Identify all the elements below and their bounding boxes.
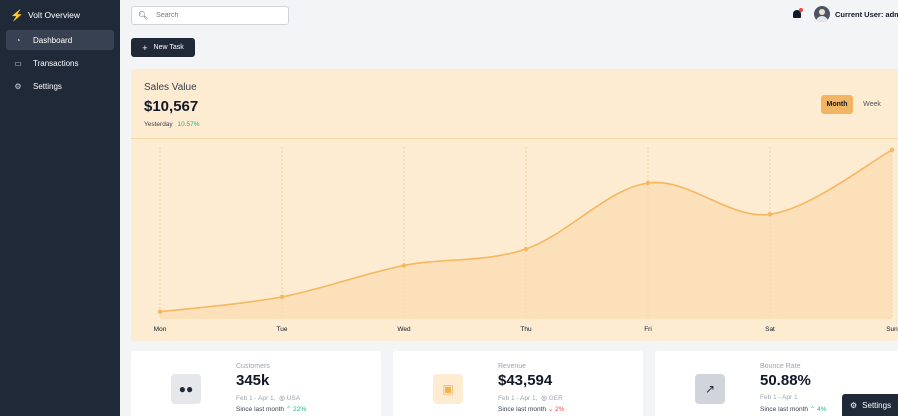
trend-down-icon: ⌄	[547, 406, 554, 413]
x-tick-label: Mon	[154, 326, 167, 333]
avatar-shoulders	[816, 16, 828, 22]
data-point[interactable]	[279, 294, 285, 300]
stat-change: 2%	[555, 406, 565, 413]
card-divider	[131, 138, 898, 139]
stat-meta: Feb 1 - Apr 1, ◎ GER	[498, 394, 563, 402]
series-area	[160, 150, 892, 319]
stat-label: Revenue	[498, 363, 527, 370]
avatar-head	[819, 9, 825, 15]
lightning-icon: ⚡	[10, 9, 24, 22]
stat-geo: USA	[286, 395, 301, 402]
sidebar-item-label: Settings	[33, 81, 62, 91]
credit-card-icon: ▭	[14, 58, 22, 68]
data-point[interactable]	[523, 246, 529, 252]
data-point[interactable]	[767, 212, 773, 217]
trend-up-icon: ⌃	[809, 406, 816, 413]
chart-pie-icon: ◔	[15, 35, 21, 45]
since-label: Since last month	[498, 406, 547, 413]
stat-change: 4%	[817, 406, 827, 413]
stat-since: Since last month ⌄ 2%	[498, 405, 565, 413]
month-toggle-button[interactable]: Month	[821, 95, 853, 114]
stat-value: 50.88%	[760, 372, 811, 389]
x-tick-label: Sun	[886, 326, 898, 333]
stat-period: Feb 1 - Apr 1,	[498, 395, 538, 402]
data-point[interactable]	[645, 180, 651, 186]
stat-value: $43,594	[498, 372, 553, 389]
sales-value: $10,567	[144, 98, 199, 115]
data-point[interactable]	[157, 309, 163, 314]
period-toggle: Month Week	[818, 95, 888, 114]
chart-icon: ↗	[695, 374, 725, 404]
sidebar-item-settings[interactable]: ⚙ Settings	[6, 76, 114, 96]
search-box[interactable]: 🔍︎	[131, 6, 289, 25]
brand[interactable]: ⚡ Volt Overview	[0, 0, 120, 30]
globe-icon: ◎	[279, 395, 285, 402]
data-point[interactable]	[401, 263, 407, 268]
stat-since: Since last month ⌃ 4%	[760, 405, 827, 413]
globe-icon: ◎	[541, 395, 547, 402]
search-icon: 🔍︎	[138, 11, 149, 20]
stat-label: Bounce Rate	[760, 363, 801, 370]
x-tick-label: Fri	[644, 326, 652, 333]
customers-card: ●● Customers 345k Feb 1 - Apr 1, ◎ USA S…	[131, 351, 381, 416]
sidebar-item-label: Transactions	[33, 58, 79, 68]
since-label: Since last month	[236, 406, 285, 413]
trend-up-icon: ⌃	[285, 406, 292, 413]
users-icon: ●●	[171, 374, 201, 404]
stat-meta: Feb 1 - Apr 1	[760, 394, 798, 401]
gear-icon: ⚙	[14, 81, 22, 91]
sales-value-card: Mon Tue Wed Thu Fri Sat Sun Sales Value $10,56…	[131, 69, 898, 341]
new-task-label: New Task	[153, 44, 184, 51]
notification-bell-icon[interactable]	[792, 8, 803, 20]
cash-icon: ▣	[433, 374, 463, 404]
since-label: Since last month	[760, 406, 809, 413]
avatar[interactable]	[814, 6, 830, 22]
new-task-button[interactable]: + New Task	[131, 38, 195, 57]
x-tick-label: Sat	[765, 326, 775, 333]
x-tick-label: Thu	[520, 326, 532, 333]
stat-meta: Feb 1 - Apr 1, ◎ USA	[236, 394, 300, 402]
x-tick-label: Tue	[277, 326, 288, 333]
x-tick-label: Wed	[397, 326, 411, 333]
sales-title: Sales Value	[144, 82, 197, 93]
sidebar-item-label: Dashboard	[33, 35, 73, 45]
sales-yesterday: Yesterday 10.57%	[144, 121, 200, 128]
stat-geo: GER	[548, 395, 563, 402]
stat-change: 22%	[293, 406, 307, 413]
sales-chart: Mon Tue Wed Thu Fri Sat Sun	[154, 147, 898, 333]
settings-floating-button[interactable]: ⚙ Settings	[842, 394, 898, 416]
stat-since: Since last month ⌃ 22%	[236, 405, 306, 413]
main-content: 🔍︎ Current User: admin + New Task Mon Tue…	[120, 0, 898, 416]
current-user-label[interactable]: Current User: admin	[835, 10, 898, 19]
stat-value: 345k	[236, 372, 270, 389]
sidebar-item-dashboard[interactable]: ◔ Dashboard	[6, 30, 114, 50]
sidebar-item-transactions[interactable]: ▭ Transactions	[6, 53, 114, 73]
plus-icon: +	[142, 42, 148, 53]
stat-period: Feb 1 - Apr 1	[760, 394, 798, 401]
yesterday-change: 10.57%	[177, 121, 200, 128]
week-toggle-button[interactable]: Week	[863, 101, 881, 108]
stat-period: Feb 1 - Apr 1,	[236, 395, 276, 402]
yesterday-label: Yesterday	[144, 121, 173, 128]
gear-icon: ⚙	[850, 400, 858, 410]
sidebar: ⚡ Volt Overview ◔ Dashboard ▭ Transactio…	[0, 0, 120, 416]
search-input[interactable]	[156, 12, 277, 19]
data-point[interactable]	[889, 147, 895, 153]
brand-label: Volt Overview	[28, 10, 80, 20]
settings-fab-label: Settings	[862, 400, 892, 410]
bell-body	[793, 10, 801, 18]
notification-dot	[799, 8, 803, 12]
stat-label: Customers	[236, 363, 270, 370]
revenue-card: ▣ Revenue $43,594 Feb 1 - Apr 1, ◎ GER S…	[393, 351, 643, 416]
